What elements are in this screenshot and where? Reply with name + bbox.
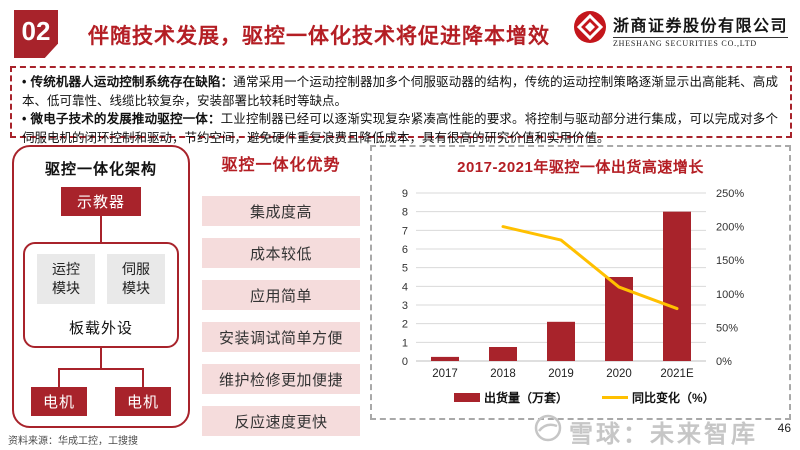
left-axis-tick: 9: [402, 188, 408, 200]
connector-line: [142, 368, 144, 387]
motion-control-module-node: 运控 模块: [37, 254, 95, 304]
chart-svg: 0 1 2 3 4 5 6 7 8 9 0% 50% 100% 150% 200% 250% 2017 2018 2…: [402, 188, 744, 405]
right-axis-tick: 200%: [716, 222, 744, 234]
servo-module-node: 伺服 模块: [107, 254, 165, 304]
page-number: 46: [777, 421, 791, 435]
right-axis-tick: 100%: [716, 289, 744, 301]
advantage-item: 反应速度更快: [202, 406, 360, 436]
motor-node-right: 电机: [115, 387, 171, 416]
connector-line: [100, 348, 102, 368]
summary-bullet-list: • 传统机器人运动控制系统存在缺陷：通常采用一个运动控制器加多个伺服驱动器的结构，…: [22, 73, 778, 147]
x-axis-label: 2017: [432, 368, 458, 380]
connector-line: [58, 368, 60, 387]
advantages-title: 驱控一体化优势: [221, 157, 341, 174]
left-axis-tick: 4: [402, 281, 408, 293]
chart-panel: 2017-2021年驱控一体出货高速增长 0 1 2 3 4 5 6 7 8 9 0% 50% 100%…: [370, 145, 791, 420]
architecture-title: 驱控一体化架构: [44, 161, 157, 178]
advantage-item: 维护检修更加便捷: [202, 364, 360, 394]
left-axis-tick: 2: [402, 319, 408, 331]
right-axis-tick: 0%: [716, 356, 732, 368]
advantage-item: 安装调试简单方便: [202, 322, 360, 352]
right-axis-tick: 150%: [716, 255, 744, 267]
x-axis-label: 2020: [606, 368, 632, 380]
motor-node-left: 电机: [31, 387, 87, 416]
bar-2018: [489, 347, 517, 361]
left-axis-tick: 6: [402, 244, 408, 256]
advantage-item: 集成度高: [202, 196, 360, 226]
x-axis-label: 2018: [490, 368, 516, 380]
architecture-diagram: 驱控一体化架构 示教器 运控 模块 伺服 模块 板载外设 电机 电机: [12, 145, 190, 428]
left-axis-tick: 3: [402, 300, 408, 312]
page-title: 伴随技术发展，驱控一体化技术将促进降本增效: [88, 25, 550, 48]
advantages-column: 驱控一体化优势 集成度高成本较低应用简单安装调试简单方便 维护检修更加便捷 反应速度…: [200, 151, 362, 448]
bullet-text: 工业控制器已经可以逐渐实现复杂紧凑高性能的要求。将控制与驱动部分进行集成，可以完…: [22, 112, 778, 145]
left-axis-tick: 5: [402, 263, 408, 275]
watermark: 雪球：未来智库: [534, 414, 758, 449]
bar-line-chart: 0 1 2 3 4 5 6 7 8 9 0% 50% 100% 150% 200% 250% 2017 2018 2…: [374, 179, 790, 424]
company-name-en: ZHESHANG SECURITIES CO.,LTD: [612, 36, 788, 48]
zheshang-logo-icon: [573, 10, 607, 49]
company-logo: 浙商证券股份有限公司 ZHESHANG SECURITIES CO.,LTD: [573, 10, 788, 49]
x-axis-label: 2021E: [660, 368, 694, 380]
chart-title: 2017-2021年驱控一体出货高速增长: [457, 159, 704, 176]
company-name: 浙商证券股份有限公司 ZHESHANG SECURITIES CO.,LTD: [612, 12, 788, 48]
legend-line-label: 同比变化（%）: [632, 390, 715, 405]
left-axis-tick: 8: [402, 207, 408, 219]
source-note: 资料来源：华成工控，工搜搜: [8, 436, 138, 447]
advantages-list: 集成度高成本较低应用简单安装调试简单方便 维护检修更加便捷 反应速度更快: [200, 196, 362, 436]
company-name-cn: 浙商证券股份有限公司: [612, 17, 788, 35]
advantage-item: 应用简单: [202, 280, 360, 310]
controller-board-node: 运控 模块 伺服 模块 板载外设: [23, 242, 179, 348]
bar-2017: [431, 356, 459, 361]
legend-bar-swatch: [454, 393, 480, 402]
connector-line: [59, 368, 143, 370]
left-axis-tick: 0: [402, 356, 408, 368]
left-axis-tick: 7: [402, 225, 408, 237]
left-axis-tick: 1: [402, 337, 408, 349]
bullet-lead: 微电子技术的发展推动驱控一体：: [30, 112, 221, 126]
onboard-peripherals-label: 板载外设: [68, 320, 133, 337]
watermark-text: 雪球：未来智库: [569, 421, 758, 448]
teach-pendant-node: 示教器: [61, 187, 141, 216]
legend-bar-label: 出货量（万套）: [484, 390, 568, 405]
right-axis-tick: 250%: [716, 188, 744, 200]
advantage-item: 成本较低: [202, 238, 360, 268]
bar-2021E: [663, 211, 691, 361]
summary-box: • 传统机器人运动控制系统存在缺陷：通常采用一个运动控制器加多个伺服驱动器的结构，…: [10, 66, 792, 145]
bullet-lead: 传统机器人运动控制系统存在缺陷：: [30, 75, 234, 89]
yoy-line: [501, 225, 679, 311]
x-axis-label: 2019: [548, 368, 574, 380]
bar-2019: [547, 321, 575, 361]
right-axis-tick: 50%: [716, 322, 738, 334]
bullet-marker: •: [22, 112, 27, 126]
bullet-text: 通常采用一个运动控制器加多个伺服驱动器的结构，传统的运动控制策略逐渐显示出高能耗…: [22, 75, 778, 108]
bullet-marker: •: [22, 75, 27, 89]
connector-line: [100, 216, 102, 242]
summary-bullet: • 传统机器人运动控制系统存在缺陷：通常采用一个运动控制器加多个伺服驱动器的结构，…: [22, 73, 778, 110]
summary-bullet: • 微电子技术的发展推动驱控一体：工业控制器已经可以逐渐实现复杂紧凑高性能的要求。…: [22, 110, 778, 147]
snowball-watermark-icon: [534, 414, 562, 449]
section-number-badge: 02: [14, 10, 58, 58]
